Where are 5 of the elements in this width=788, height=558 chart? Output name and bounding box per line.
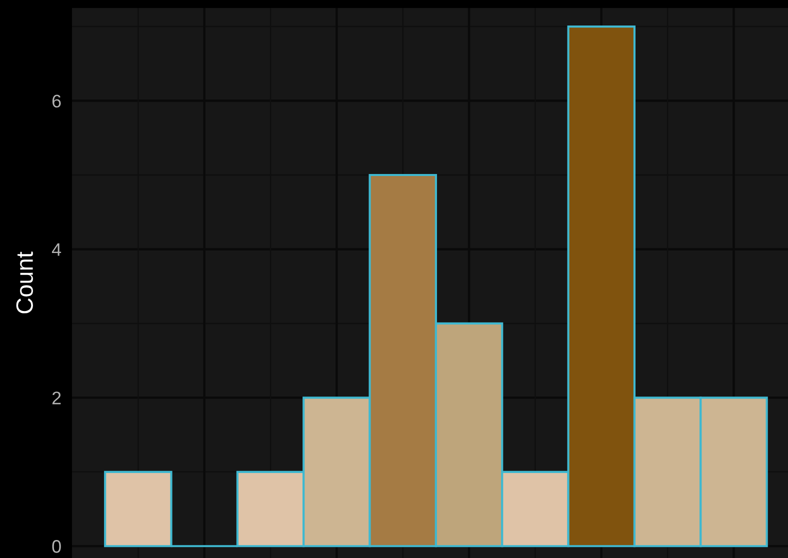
y-tick-label: 2 <box>52 392 61 404</box>
y-tick-label: 0 <box>52 540 61 553</box>
y-axis-title: Count <box>16 252 33 314</box>
y-tick-label: 4 <box>52 243 62 256</box>
y-tick-label: 6 <box>52 94 61 108</box>
